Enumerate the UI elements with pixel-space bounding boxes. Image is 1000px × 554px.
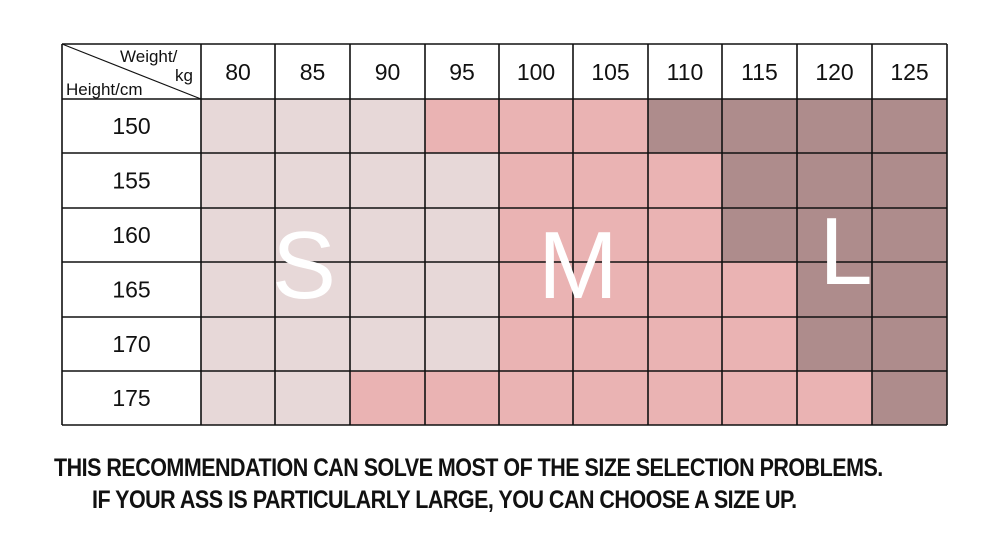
size-cell-s <box>201 371 275 425</box>
size-up-note: IF YOUR ASS IS PARTICULARLY LARGE, YOU C… <box>92 486 797 514</box>
recommendation-note: THIS RECOMMENDATION CAN SOLVE MOST OF TH… <box>54 454 883 482</box>
size-label-s: S <box>272 212 336 319</box>
size-cell-m <box>350 371 425 425</box>
size-cell-s <box>425 262 499 317</box>
weight-header-120: 120 <box>815 59 853 85</box>
height-row-165: 165 <box>112 277 150 303</box>
size-cell-l <box>722 153 797 208</box>
size-cell-s <box>201 99 275 153</box>
size-cell-l <box>648 99 722 153</box>
size-cell-m <box>722 262 797 317</box>
size-cell-s <box>201 208 275 262</box>
size-cell-m <box>573 153 648 208</box>
weight-header-85: 85 <box>300 59 326 85</box>
weight-header-100: 100 <box>517 59 555 85</box>
size-cell-l <box>797 262 872 317</box>
size-cell-l <box>797 99 872 153</box>
size-cell-m <box>573 371 648 425</box>
size-cell-s <box>350 208 425 262</box>
weight-header-110: 110 <box>667 59 704 85</box>
size-cell-m <box>499 153 573 208</box>
size-cell-l <box>872 208 947 262</box>
size-cell-m <box>499 208 573 262</box>
size-cell-s <box>275 317 350 371</box>
size-cell-s <box>201 262 275 317</box>
weight-header-80: 80 <box>225 59 251 85</box>
size-cell-l <box>722 208 797 262</box>
size-cell-s <box>275 153 350 208</box>
size-cell-l <box>872 99 947 153</box>
weight-axis-label: Weight/ <box>120 47 178 66</box>
size-cell-l <box>872 371 947 425</box>
size-cell-m <box>573 99 648 153</box>
size-cell-s <box>275 262 350 317</box>
size-cell-s <box>275 371 350 425</box>
weight-header-115: 115 <box>741 59 778 85</box>
size-cell-m <box>573 317 648 371</box>
size-cell-m <box>425 99 499 153</box>
size-cell-m <box>499 262 573 317</box>
size-cell-l <box>797 317 872 371</box>
height-row-175: 175 <box>112 385 150 411</box>
size-cell-s <box>425 317 499 371</box>
height-row-150: 150 <box>112 113 150 139</box>
weight-unit-label: kg <box>175 66 193 85</box>
size-cell-s <box>350 317 425 371</box>
height-row-170: 170 <box>112 331 150 357</box>
size-cell-s <box>275 208 350 262</box>
size-cell-m <box>499 317 573 371</box>
size-cell-m <box>797 371 872 425</box>
corner-diagonal <box>61 43 202 100</box>
size-cell-l <box>797 208 872 262</box>
size-cell-m <box>722 371 797 425</box>
size-cell-s <box>350 262 425 317</box>
size-cell-m <box>573 208 648 262</box>
size-cell-l <box>872 317 947 371</box>
size-cell-m <box>648 317 722 371</box>
height-row-160: 160 <box>112 222 150 248</box>
size-cell-s <box>350 153 425 208</box>
size-label-l: L <box>819 198 872 305</box>
size-cell-m <box>648 208 722 262</box>
size-cell-s <box>425 208 499 262</box>
size-cell-s <box>350 99 425 153</box>
size-cell-m <box>425 371 499 425</box>
weight-header-105: 105 <box>591 59 629 85</box>
size-cell-s <box>425 153 499 208</box>
size-cell-m <box>499 371 573 425</box>
size-cell-m <box>573 262 648 317</box>
height-axis-label: Height/cm <box>66 80 143 99</box>
size-cell-m <box>648 262 722 317</box>
size-cell-s <box>201 153 275 208</box>
size-cell-l <box>872 153 947 208</box>
weight-header-90: 90 <box>375 59 401 85</box>
size-cell-s <box>201 317 275 371</box>
height-row-155: 155 <box>112 168 150 194</box>
weight-header-125: 125 <box>890 59 928 85</box>
size-cell-m <box>722 317 797 371</box>
size-cell-l <box>872 262 947 317</box>
size-cell-m <box>648 153 722 208</box>
weight-header-95: 95 <box>449 59 475 85</box>
size-cell-l <box>797 153 872 208</box>
size-cell-l <box>722 99 797 153</box>
size-cell-m <box>648 371 722 425</box>
size-label-m: M <box>538 212 618 319</box>
size-cell-m <box>499 99 573 153</box>
size-cell-s <box>275 99 350 153</box>
